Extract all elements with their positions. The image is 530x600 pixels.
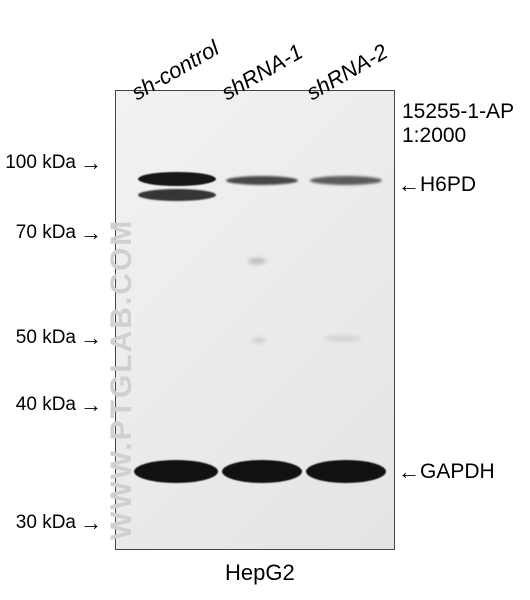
blot-band: [138, 172, 216, 186]
antibody-catalog: 15255-1-AP: [402, 100, 514, 124]
target-h6pd: ← H6PD: [398, 173, 476, 197]
mw-label-100: 100 kDa →: [0, 152, 102, 174]
target-gapdh: ← GAPDH: [398, 460, 495, 484]
mw-text-70: 70 kDa: [0, 222, 80, 244]
arrow-left-icon: ←: [398, 174, 420, 196]
mw-label-50: 50 kDa →: [0, 327, 102, 349]
arrow-right-icon: →: [80, 327, 102, 349]
blot-band: [252, 338, 266, 343]
blot-band: [134, 460, 218, 483]
blot-band: [222, 460, 302, 483]
arrow-right-icon: →: [80, 512, 102, 534]
mw-label-30: 30 kDa →: [0, 512, 102, 534]
blot-band: [310, 176, 382, 185]
mw-text-50: 50 kDa: [0, 327, 80, 349]
sample-name: HepG2: [225, 560, 295, 586]
arrow-right-icon: →: [80, 394, 102, 416]
mw-text-30: 30 kDa: [0, 512, 80, 534]
mw-text-100: 100 kDa: [0, 152, 80, 174]
blot-band: [306, 460, 386, 483]
arrow-right-icon: →: [80, 222, 102, 244]
mw-label-40: 40 kDa →: [0, 394, 102, 416]
blot-band: [138, 189, 216, 201]
mw-text-40: 40 kDa: [0, 394, 80, 416]
target-h6pd-label: H6PD: [420, 173, 476, 197]
blot-band: [248, 258, 266, 264]
arrow-right-icon: →: [80, 152, 102, 174]
antibody-info: 15255-1-AP 1:2000: [402, 100, 514, 148]
arrow-left-icon: ←: [398, 461, 420, 483]
blot-band: [325, 336, 361, 341]
mw-label-70: 70 kDa →: [0, 222, 102, 244]
antibody-dilution: 1:2000: [402, 124, 514, 148]
target-gapdh-label: GAPDH: [420, 460, 495, 484]
blot-figure: sh-control shRNA-1 shRNA-2 100 kDa → 70 …: [0, 0, 530, 600]
blot-band: [226, 176, 298, 185]
